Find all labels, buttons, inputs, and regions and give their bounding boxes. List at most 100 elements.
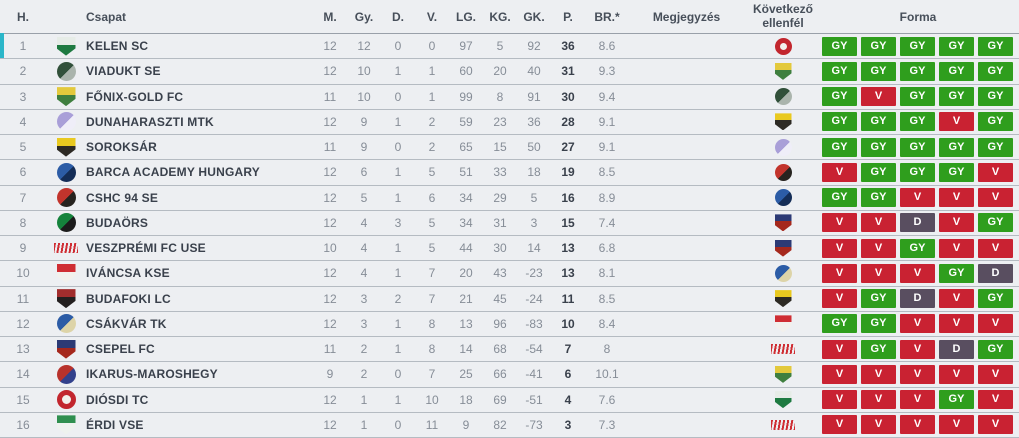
csakvar-crest-icon[interactable] — [774, 264, 792, 282]
header-goal-diff: GK. — [523, 9, 545, 24]
header-goals-for: LG. — [456, 9, 476, 24]
points: 16 — [561, 190, 575, 205]
csepel-crest-icon[interactable] — [774, 214, 792, 232]
rating: 8.5 — [598, 165, 616, 180]
table-row[interactable]: 12 CSÁKVÁR TK 12 3 1 8 13 96 -83 10 8.4 … — [0, 312, 1019, 337]
form-badge-gy: GY — [861, 36, 896, 56]
table-row[interactable]: 4 DUNAHARASZTI MTK 12 9 1 2 59 23 36 28 … — [0, 110, 1019, 135]
losses: 1 — [428, 89, 436, 104]
table-row[interactable]: 13 CSEPEL FC 11 2 1 8 14 68 -54 7 8 V GY V… — [0, 337, 1019, 363]
fonix-crest-icon[interactable] — [774, 62, 792, 80]
dunaharaszti-crest-icon[interactable] — [774, 138, 792, 156]
draws: 0 — [394, 367, 402, 382]
team-name[interactable]: IVÁNCSA KSE — [86, 266, 170, 281]
table-row[interactable]: 7 CSHC 94 SE 12 5 1 6 34 29 5 16 8.9 GY G… — [0, 186, 1019, 211]
team-name[interactable]: CSHC 94 SE — [86, 190, 159, 205]
losses: 11 — [425, 417, 439, 432]
goals-for: 44 — [459, 241, 473, 256]
ivancsa-crest-icon[interactable] — [774, 315, 792, 333]
position-number: 3 — [19, 89, 27, 104]
goal-difference: 3 — [530, 215, 538, 230]
team-name[interactable]: CSÁKVÁR TK — [86, 316, 167, 331]
form-badge-v: V — [900, 263, 935, 283]
erdi-crest-icon — [56, 415, 76, 435]
position-number: 16 — [16, 417, 30, 432]
losses: 7 — [428, 367, 436, 382]
losses: 6 — [428, 190, 436, 205]
form-badge-gy: GY — [939, 263, 974, 283]
form-badge-v: V — [939, 314, 974, 334]
budafoki-crest-icon — [56, 289, 76, 309]
veszpremi-crest-icon[interactable] — [771, 419, 795, 430]
dunaharaszti-crest-icon — [56, 112, 76, 132]
form-badge-v: V — [939, 364, 974, 384]
table-row[interactable]: 8 BUDAÖRS 12 4 3 5 34 31 3 15 7.4 V V D V GY — [0, 211, 1019, 236]
form-badge-v: V — [822, 238, 857, 258]
goals-against: 5 — [496, 39, 504, 54]
goals-against: 96 — [493, 316, 507, 331]
form-badge-gy: GY — [822, 112, 857, 132]
team-name[interactable]: DUNAHARASZTI MTK — [86, 114, 214, 129]
table-row[interactable]: 1 KELEN SC 12 12 0 0 97 5 92 36 8.6 GY GY… — [0, 33, 1019, 60]
draws: 2 — [394, 291, 402, 306]
header-matches: M. — [323, 9, 337, 24]
form-badge-gy: GY — [900, 238, 935, 258]
team-name[interactable]: SOROKSÁR — [86, 140, 157, 155]
draws: 0 — [394, 39, 402, 54]
cshc-crest-icon[interactable] — [774, 163, 792, 181]
soroksar-crest-icon[interactable] — [774, 290, 792, 308]
diosdi-crest-icon[interactable] — [774, 37, 792, 55]
team-name[interactable]: BARCA ACADEMY HUNGARY — [86, 165, 260, 180]
team-name[interactable]: VIADUKT SE — [86, 64, 161, 79]
table-row[interactable]: 3 FŐNIX-GOLD FC 11 10 0 1 99 8 91 30 9.4… — [0, 85, 1019, 110]
team-name[interactable]: DIÓSDI TC — [86, 392, 149, 407]
form-badge-v: V — [861, 238, 896, 258]
form-badge-gy: GY — [861, 61, 896, 81]
losses: 1 — [428, 64, 436, 79]
team-name[interactable]: FŐNIX-GOLD FC — [86, 89, 184, 104]
viadukt-crest-icon[interactable] — [774, 88, 792, 106]
team-name[interactable]: IKARUS-MAROSHEGY — [86, 367, 218, 382]
fonix-crest-icon[interactable] — [774, 365, 792, 383]
team-name[interactable]: BUDAFOKI LC — [86, 291, 171, 306]
table-row[interactable]: 10 IVÁNCSA KSE 12 4 1 7 20 43 -23 13 8.1… — [0, 261, 1019, 287]
barca-crest-icon[interactable] — [774, 189, 792, 207]
table-row[interactable]: 15 DIÓSDI TC 12 1 1 10 18 69 -51 4 7.6 V… — [0, 388, 1019, 413]
wins: 6 — [360, 165, 368, 180]
points: 10 — [561, 316, 575, 331]
table-row[interactable]: 9 VESZPRÉMI FC USE 10 4 1 5 44 30 14 13 … — [0, 236, 1019, 262]
form-badge-v: V — [900, 339, 935, 359]
form-badges: V V D V GY — [822, 213, 1014, 233]
position-number: 14 — [16, 367, 30, 382]
form-badge-v: V — [978, 188, 1013, 208]
goal-difference: -24 — [525, 291, 543, 306]
rating: 8.4 — [598, 316, 616, 331]
kelen-crest-icon[interactable] — [774, 391, 792, 409]
team-name[interactable]: KELEN SC — [86, 39, 149, 54]
goals-for: 34 — [459, 215, 473, 230]
header-points: P. — [563, 9, 573, 24]
table-row[interactable]: 2 VIADUKT SE 12 10 1 1 60 20 40 31 9.3 G… — [0, 59, 1019, 85]
team-name[interactable]: ÉRDI VSE — [86, 417, 144, 432]
position-number: 15 — [16, 392, 30, 407]
losses: 7 — [428, 266, 436, 281]
goal-difference: -54 — [525, 342, 543, 357]
csepel-crest-icon[interactable] — [774, 239, 792, 257]
table-row[interactable]: 5 SOROKSÁR 11 9 0 2 65 15 50 27 9.1 GY GY… — [0, 135, 1019, 161]
team-name[interactable]: VESZPRÉMI FC USE — [86, 241, 206, 256]
soroksar-crest-icon[interactable] — [774, 113, 792, 131]
table-row[interactable]: 11 BUDAFOKI LC 12 3 2 7 21 45 -24 11 8.5… — [0, 287, 1019, 312]
form-badges: GY GY V V V — [822, 188, 1014, 208]
table-row[interactable]: 14 IKARUS-MAROSHEGY 9 2 0 7 25 66 -41 6 … — [0, 362, 1019, 388]
veszpremi-crest-icon[interactable] — [771, 344, 795, 355]
team-name[interactable]: CSEPEL FC — [86, 342, 155, 357]
points: 3 — [564, 417, 572, 432]
matches-played: 12 — [323, 291, 337, 306]
position-number: 4 — [19, 114, 27, 129]
team-name[interactable]: BUDAÖRS — [86, 215, 149, 230]
wins: 10 — [357, 64, 371, 79]
table-row[interactable]: 6 BARCA ACADEMY HUNGARY 12 6 1 5 51 33 1… — [0, 160, 1019, 186]
wins: 9 — [360, 140, 368, 155]
form-badge-v: V — [978, 162, 1013, 182]
